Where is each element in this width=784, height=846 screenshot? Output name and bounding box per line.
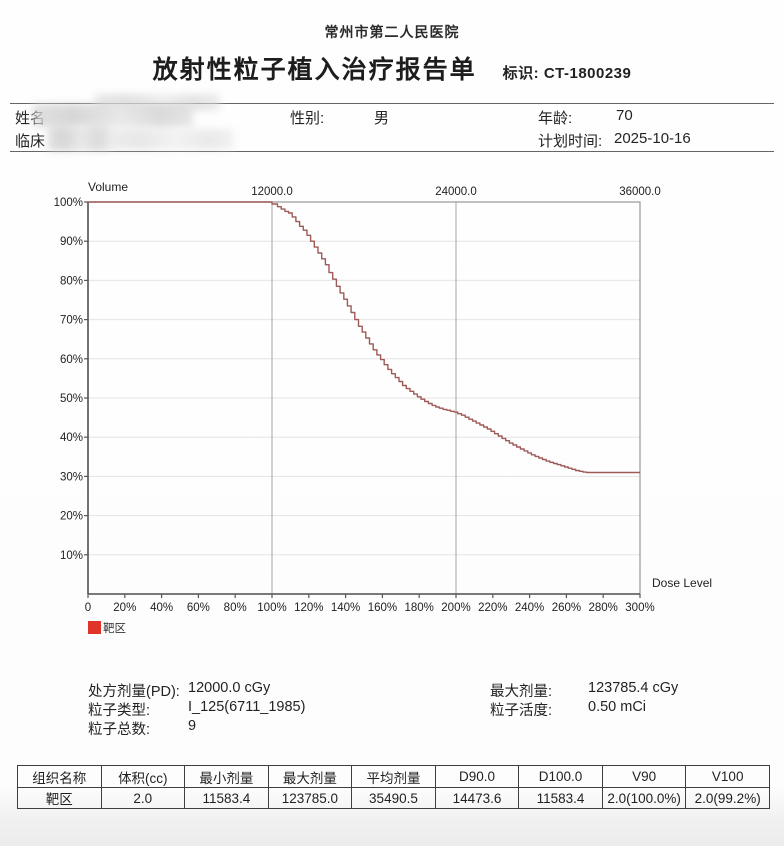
cell-v90: 2.0(100.0%): [601, 787, 687, 809]
dvh-curve: [88, 201, 640, 474]
x-axis-title: Dose Level: [652, 576, 712, 590]
x-tick-label: 240%: [515, 602, 544, 614]
age-value: 70: [616, 107, 633, 124]
x-tick-label: 280%: [588, 602, 617, 614]
redacted-clinical: [48, 126, 110, 151]
table-header-row: 组织名称 体积(cc) 最小剂量 最大剂量 平均剂量 D90.0 D100.0 …: [17, 765, 770, 788]
seed-activity-value: 0.50 mCi: [588, 699, 647, 715]
y-axis-title: Volume: [88, 180, 128, 194]
y-tick-label: 80%: [60, 275, 83, 287]
col-header-volume: 体积(cc): [100, 765, 186, 788]
top-axis-label: 24000.0: [435, 186, 477, 198]
cell-tissue: 靶区: [17, 787, 102, 809]
report-title: 放射性粒子植入治疗报告单: [152, 56, 477, 84]
hospital-name: 常州市第二人民医院: [324, 24, 460, 40]
y-tick-label: 10%: [60, 550, 83, 562]
plan-time-value: 2025-10-16: [614, 130, 691, 147]
redacted-clinical-wide: [108, 129, 233, 150]
x-tick-label: 0: [85, 602, 91, 614]
x-tick-label: 80%: [224, 602, 247, 614]
col-header-d100: D100.0: [518, 765, 603, 788]
x-tick-label: 180%: [404, 602, 433, 614]
x-tick-label: 160%: [368, 602, 397, 614]
cell-d90: 14473.6: [434, 787, 520, 809]
x-tick-label: 60%: [187, 602, 210, 614]
age-label: 年龄:: [538, 110, 573, 127]
col-header-v100: V100: [685, 765, 770, 788]
seed-count-label: 粒子总数:: [88, 722, 151, 738]
y-tick-label: 100%: [54, 197, 83, 209]
seed-type-label: 粒子类型:: [88, 703, 151, 719]
col-header-min-dose: 最小剂量: [184, 765, 269, 788]
title-row: 放射性粒子植入治疗报告单 标识: CT-1800239: [0, 50, 784, 86]
y-tick-label: 70%: [60, 315, 83, 327]
cell-min-dose: 11583.4: [184, 787, 269, 809]
info-bottom-rule: [10, 151, 774, 152]
gender-value: 男: [374, 110, 390, 127]
table-row: 靶区 2.0 11583.4 123785.0 35490.5 14473.6 …: [17, 787, 770, 809]
report-id: 标识: CT-1800239: [503, 62, 632, 83]
col-header-v90: V90: [601, 765, 687, 788]
dvh-chart-svg: 100% 90% 80% 70% 60% 50% 40% 30% 20% 10% 0 20% 40% 60…: [54, 180, 712, 635]
cell-volume: 2.0: [100, 787, 186, 809]
max-dose-value: 123785.4 cGy: [588, 680, 679, 696]
x-tick-label: 220%: [478, 602, 507, 614]
y-tick-label: 30%: [60, 471, 83, 483]
x-tick-label: 100%: [257, 602, 286, 614]
max-dose-label: 最大剂量:: [490, 684, 553, 700]
cell-mean-dose: 35490.5: [351, 787, 436, 809]
dose-statistics-table: 组织名称 体积(cc) 最小剂量 最大剂量 平均剂量 D90.0 D100.0 …: [17, 765, 770, 809]
y-tick-label: 60%: [60, 354, 83, 366]
plan-time-label: 计划时间:: [538, 133, 603, 150]
x-tick-label: 40%: [150, 602, 173, 614]
info-top-rule: [10, 103, 774, 104]
seed-activity-label: 粒子活度:: [490, 703, 553, 719]
redacted-name: [33, 104, 193, 127]
legend-swatch: [88, 621, 101, 634]
col-header-max-dose: 最大剂量: [267, 765, 353, 788]
x-tick-label: 200%: [441, 602, 470, 614]
y-tick-label: 50%: [60, 393, 83, 405]
x-tick-label: 260%: [552, 602, 581, 614]
top-axis-label: 36000.0: [619, 186, 661, 198]
prescription-dose-label: 处方剂量(PD):: [88, 684, 180, 700]
seed-count-value: 9: [188, 718, 197, 734]
y-tick-label: 20%: [60, 511, 83, 523]
prescription-dose-value: 12000.0 cGy: [188, 680, 271, 696]
seed-type-value: I_125(6711_1985): [188, 699, 306, 715]
col-header-tissue: 组织名称: [17, 765, 102, 788]
legend-label: 靶区: [103, 622, 126, 635]
clinical-label: 临床: [15, 133, 46, 150]
x-tick-label: 300%: [625, 602, 654, 614]
gender-label: 性别:: [290, 110, 325, 127]
top-axis-label: 12000.0: [251, 186, 293, 198]
cell-d100: 11583.4: [518, 787, 603, 809]
report-id-value: CT-1800239: [543, 65, 632, 82]
x-tick-label: 140%: [331, 602, 360, 614]
y-tick-label: 90%: [60, 236, 83, 248]
col-header-mean-dose: 平均剂量: [351, 765, 436, 788]
x-tick-label: 20%: [113, 602, 136, 614]
col-header-d90: D90.0: [434, 765, 520, 788]
cell-v100: 2.0(99.2%): [685, 787, 770, 809]
report-id-label: 标识:: [502, 65, 540, 82]
x-tick-label: 120%: [294, 602, 323, 614]
y-tick-label: 40%: [60, 432, 83, 444]
cell-max-dose: 123785.0: [267, 787, 353, 809]
